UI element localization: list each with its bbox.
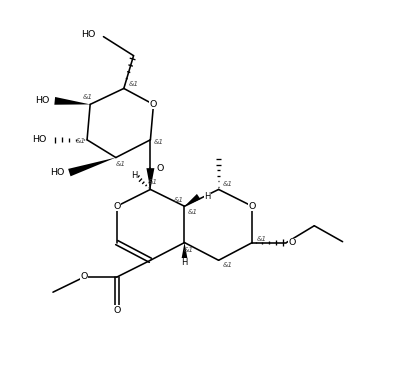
Polygon shape (184, 194, 200, 206)
Polygon shape (146, 168, 154, 189)
Text: O: O (80, 272, 88, 281)
Text: HO: HO (32, 135, 46, 144)
Text: &1: &1 (257, 236, 267, 242)
Polygon shape (54, 97, 90, 105)
Text: H: H (181, 259, 188, 268)
Polygon shape (68, 158, 116, 176)
Text: H: H (204, 192, 210, 201)
Text: &1: &1 (222, 262, 232, 268)
Text: O: O (113, 202, 120, 211)
Text: &1: &1 (153, 139, 163, 145)
Text: &1: &1 (115, 161, 125, 167)
Text: O: O (248, 202, 256, 211)
Text: &1: &1 (188, 209, 198, 215)
Text: O: O (288, 238, 296, 247)
Text: &1: &1 (83, 94, 93, 100)
Text: &1: &1 (173, 197, 183, 203)
Polygon shape (181, 243, 188, 259)
Text: &1: &1 (76, 138, 86, 144)
Text: O: O (156, 164, 164, 173)
Text: HO: HO (50, 168, 64, 177)
Text: O: O (113, 306, 120, 315)
Text: &1: &1 (128, 81, 138, 87)
Text: &1: &1 (222, 181, 232, 187)
Text: H: H (131, 171, 137, 180)
Text: O: O (150, 100, 157, 109)
Text: &1: &1 (148, 179, 158, 185)
Text: &1: &1 (184, 247, 194, 253)
Text: HO: HO (35, 96, 50, 105)
Text: HO: HO (81, 30, 96, 39)
